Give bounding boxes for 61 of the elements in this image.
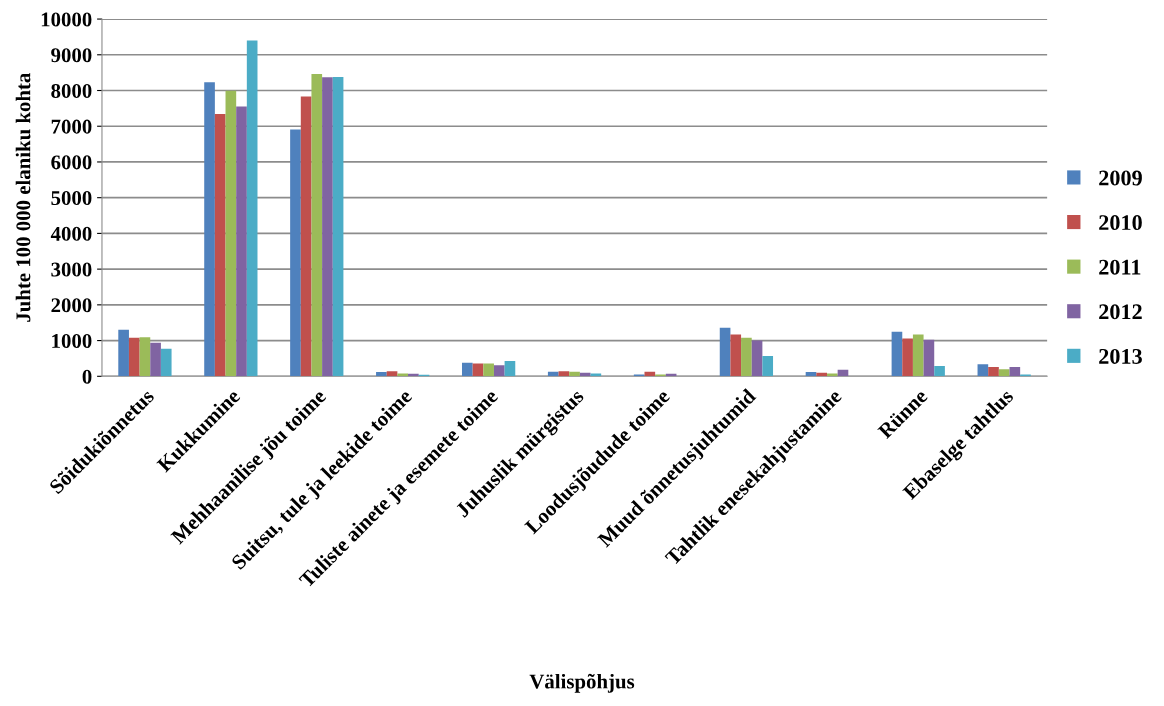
y-tick-label: 5000	[51, 191, 92, 206]
bar	[160, 348, 172, 377]
y-tick-label: 9000	[51, 48, 92, 63]
bar	[386, 371, 398, 377]
y-tick-label: 0	[82, 369, 92, 384]
bar	[397, 373, 409, 377]
bar	[912, 334, 924, 377]
bar	[988, 367, 999, 377]
bar	[483, 363, 494, 377]
bar	[472, 363, 484, 377]
bar	[493, 365, 505, 377]
bar	[236, 106, 247, 377]
bar	[998, 369, 1010, 377]
bar	[923, 339, 935, 377]
bar	[332, 76, 344, 377]
bar	[590, 373, 602, 377]
y-tick-label: 3000	[51, 262, 92, 277]
y-tick-label: 4000	[50, 226, 92, 241]
y-tick-label: 6000	[51, 155, 92, 170]
bar	[730, 334, 742, 377]
y-tick-label: 10000	[41, 12, 92, 27]
bar	[1009, 367, 1021, 377]
bar	[504, 360, 516, 377]
bar	[139, 337, 151, 377]
bar	[644, 371, 656, 377]
bar	[891, 331, 903, 377]
bar	[547, 371, 559, 377]
bar	[214, 114, 226, 377]
y-tick-label: 7000	[51, 119, 92, 134]
y-tick-label: 1000	[52, 333, 92, 349]
bar	[902, 338, 913, 377]
bar	[300, 96, 312, 377]
bar	[461, 362, 473, 377]
bar	[741, 337, 752, 377]
bar	[558, 371, 570, 377]
bar	[376, 372, 387, 377]
bar	[128, 337, 140, 377]
bar	[311, 74, 323, 377]
bar	[827, 373, 838, 377]
bar	[225, 90, 237, 377]
bar	[762, 355, 774, 377]
bar	[118, 329, 129, 377]
x-axis-title: Välispõhjus	[529, 673, 635, 693]
legend-label: 2009	[1099, 170, 1142, 186]
bar	[977, 364, 989, 377]
legend-label: 2012	[1099, 304, 1142, 320]
bar	[246, 40, 258, 377]
legend-label: 2010	[1099, 215, 1142, 231]
bar	[569, 371, 580, 377]
y-axis-title: Juhte 100 000 elaniku kohta	[15, 72, 31, 322]
bar	[934, 365, 945, 377]
bar	[150, 342, 161, 377]
legend-label: 2011	[1099, 259, 1141, 275]
bar	[719, 327, 731, 377]
bar	[290, 129, 301, 377]
legend-label: 2013	[1099, 348, 1142, 364]
bar	[322, 77, 333, 377]
y-tick-label: 8000	[51, 83, 92, 98]
y-tick-label: 2000	[51, 298, 92, 313]
bar	[751, 340, 763, 377]
bar	[204, 82, 215, 377]
